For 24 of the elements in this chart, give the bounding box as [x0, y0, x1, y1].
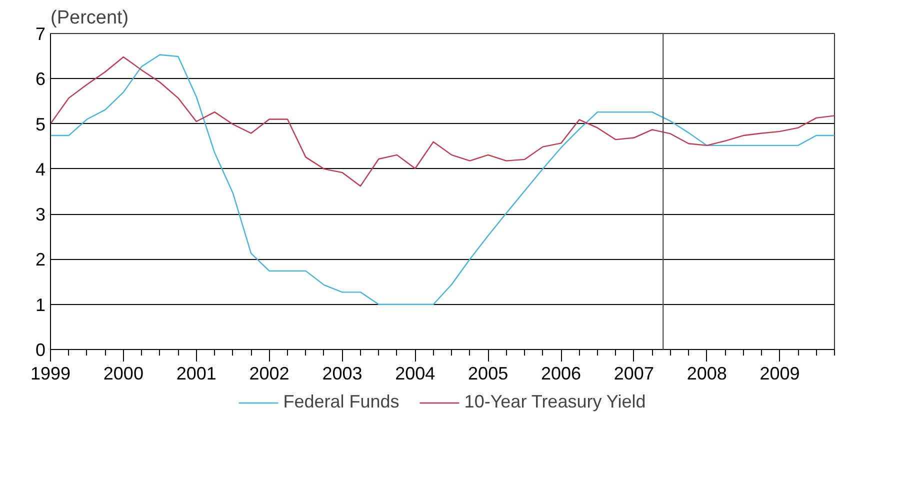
x-tick-label: 2005 [468, 364, 508, 384]
y-axis-title: (Percent) [50, 8, 129, 28]
y-tick-label: 0 [35, 340, 46, 360]
y-tick-label: 5 [35, 114, 46, 134]
y-tick-label: 7 [35, 24, 46, 44]
x-tick-label: 2004 [395, 364, 436, 384]
y-tick-label: 2 [35, 250, 46, 270]
x-tick-label: 1999 [30, 364, 71, 384]
x-tick-label: 2000 [103, 364, 144, 384]
x-tick-label: 2002 [249, 364, 290, 384]
line-series [50, 56, 834, 187]
legend-label: 10-Year Treasury Yield [464, 392, 646, 412]
y-tick-label: 6 [35, 69, 46, 90]
y-tick-label: 1 [35, 294, 46, 315]
x-tick-label: 2007 [614, 364, 654, 384]
x-tick-label: 2003 [322, 364, 362, 384]
legend-label: Federal Funds [283, 392, 400, 412]
x-tick-label: 2008 [686, 364, 727, 384]
line-series [50, 54, 834, 305]
y-tick-label: 4 [35, 159, 46, 180]
x-tick-label: 2006 [540, 364, 582, 384]
y-tick-label: 3 [35, 204, 46, 225]
x-tick-label: 2009 [760, 364, 800, 384]
x-tick-label: 2001 [176, 364, 216, 384]
